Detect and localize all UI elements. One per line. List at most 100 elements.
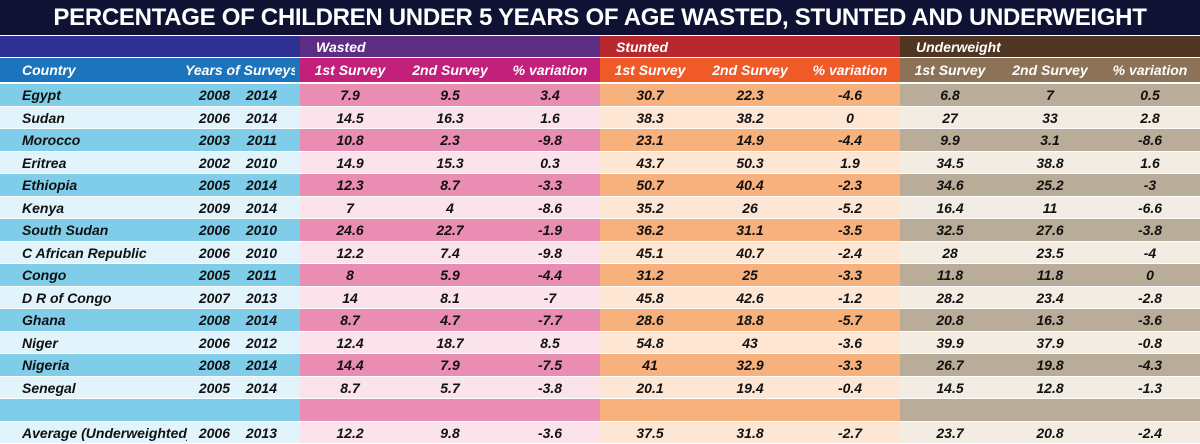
value: 34.6	[936, 177, 964, 193]
year: 2009	[198, 199, 230, 216]
country: C African Republic	[22, 244, 147, 261]
value: 12.3	[336, 177, 364, 193]
value: 38.8	[1036, 154, 1064, 171]
value: 45.1	[636, 244, 664, 261]
year: 2006	[198, 222, 230, 238]
value: -2.4	[1137, 424, 1163, 441]
value: 36.2	[636, 222, 664, 238]
value: 5.7	[440, 379, 460, 396]
column-header: 1st Survey	[914, 62, 986, 78]
year: 2014	[245, 109, 277, 126]
value: -0.4	[837, 379, 863, 396]
year: 2006	[198, 334, 230, 351]
value: 4.7	[440, 312, 460, 328]
row-band	[900, 331, 1200, 354]
group-band	[300, 36, 600, 58]
value: 40.7	[736, 244, 764, 261]
value: 32.5	[936, 222, 964, 238]
value: -9.8	[537, 244, 563, 261]
year: 2011	[246, 267, 277, 283]
country: Egypt	[22, 87, 61, 103]
value: 50.7	[636, 177, 664, 193]
value: -2.8	[1137, 289, 1163, 306]
value: -9.8	[537, 132, 563, 148]
value: -3.6	[1137, 312, 1163, 328]
year: 2014	[245, 177, 277, 193]
value: -3.3	[837, 357, 863, 373]
row-band	[300, 196, 600, 219]
value: 14	[342, 289, 358, 306]
value: -4.4	[837, 132, 863, 148]
row-band	[300, 106, 600, 129]
year: 2010	[245, 154, 277, 171]
value: 28	[942, 244, 958, 261]
year: 2011	[246, 132, 277, 148]
year: 2014	[245, 199, 277, 216]
value: 31.2	[636, 267, 664, 283]
value: -5.2	[837, 199, 863, 216]
row-band	[600, 106, 900, 129]
value: 11	[1042, 199, 1058, 216]
row-band	[900, 151, 1200, 174]
value: 32.9	[736, 357, 764, 373]
row-band	[600, 354, 900, 377]
value: 28.6	[636, 312, 664, 328]
column-header: 2nd Survey	[712, 62, 788, 78]
value: 7	[346, 199, 354, 216]
value: 2.8	[1140, 109, 1160, 126]
year: 2003	[198, 132, 230, 148]
value: 54.8	[636, 334, 664, 351]
year: 2006	[198, 424, 230, 441]
value: 50.3	[736, 154, 764, 171]
country: Niger	[22, 334, 58, 351]
value: -3	[1143, 177, 1157, 193]
value: 24.6	[336, 222, 364, 238]
country: Sudan	[22, 109, 65, 126]
header-band	[0, 58, 300, 83]
year: 2013	[245, 289, 277, 306]
column-header: Years of Surveys	[185, 62, 295, 78]
value: 12.2	[336, 424, 364, 441]
value: -2.7	[837, 424, 863, 441]
row-band	[300, 331, 600, 354]
value: 38.3	[636, 109, 664, 126]
value: 43	[742, 334, 758, 351]
row-band	[300, 219, 600, 242]
value: -3.5	[837, 222, 863, 238]
column-header: % variation	[512, 62, 588, 78]
row-band	[900, 399, 1200, 422]
value: 27	[942, 109, 958, 126]
value: 8.7	[340, 379, 360, 396]
header-band	[900, 58, 1200, 83]
row-band	[600, 241, 900, 264]
row-band	[300, 309, 600, 332]
value: 0.3	[540, 154, 560, 171]
year: 2008	[198, 357, 230, 373]
year: 2013	[245, 424, 277, 441]
value: -7	[543, 289, 557, 306]
value: 20.8	[936, 312, 964, 328]
row-band	[300, 354, 600, 377]
row-band	[900, 376, 1200, 399]
value: 0.5	[1140, 87, 1160, 103]
value: 31.1	[736, 222, 764, 238]
value: -3.8	[1137, 222, 1163, 238]
value: -8.6	[537, 199, 563, 216]
value: -4	[1143, 244, 1157, 261]
row-band	[0, 129, 300, 152]
year: 2005	[198, 177, 230, 193]
year: 2010	[245, 244, 277, 261]
value: 10.8	[336, 132, 364, 148]
value: 23.5	[1036, 244, 1064, 261]
value: 7.4	[440, 244, 460, 261]
row-band	[300, 399, 600, 422]
value: 28.2	[936, 289, 964, 306]
country: Morocco	[22, 132, 81, 148]
year: 2012	[245, 334, 277, 351]
value: -3.6	[537, 424, 563, 441]
group-header: Stunted	[616, 39, 669, 55]
value: 37.9	[1036, 334, 1064, 351]
value: 3.1	[1040, 132, 1060, 148]
value: -3.3	[837, 267, 863, 283]
value: 7.9	[440, 357, 460, 373]
